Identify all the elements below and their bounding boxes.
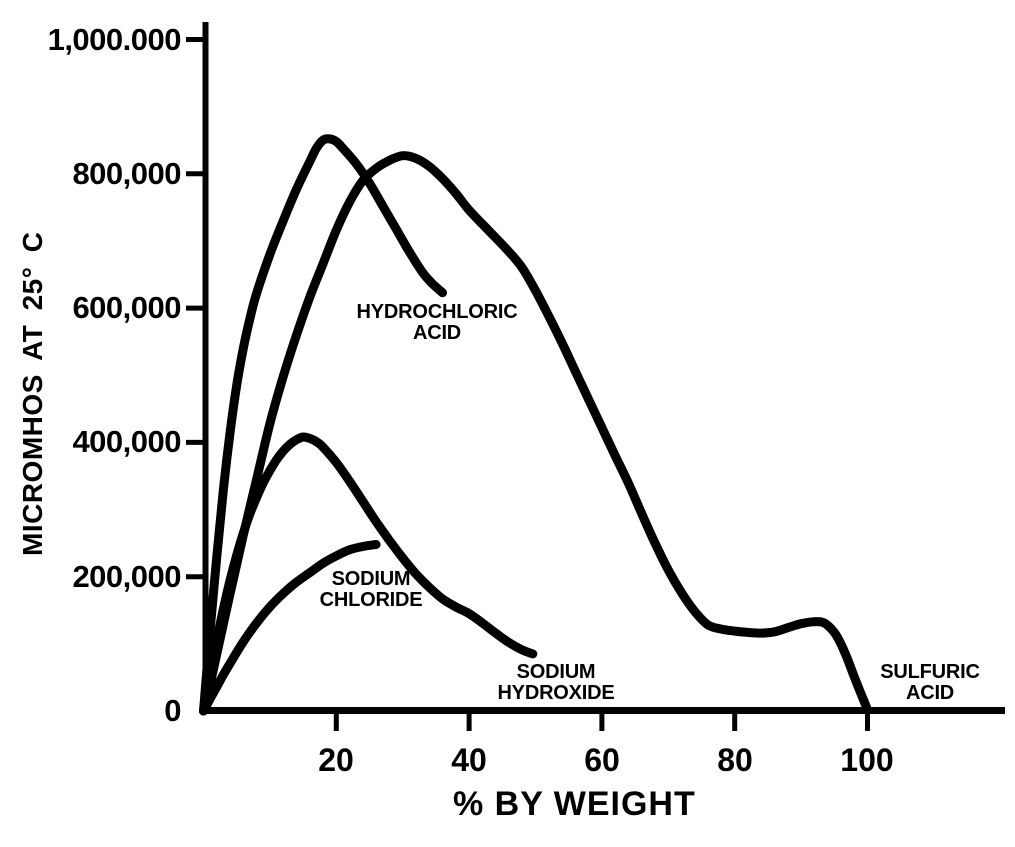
- curve-hydrochloric-acid: [199, 134, 447, 716]
- series-label-line: SODIUM: [516, 661, 596, 683]
- series-label-line: HYDROXIDE: [497, 682, 615, 704]
- series-label-line: ACID: [412, 322, 462, 344]
- series-label-sodium-chloride: SODIUM CHLORIDE: [221, 569, 521, 611]
- x-tick-label: 80: [717, 742, 753, 778]
- series-label-line: SULFURIC: [880, 661, 980, 683]
- y-tick-label: 0: [164, 693, 181, 728]
- curve-sulfuric-acid: [199, 151, 872, 716]
- y-tick-label: 400,000: [72, 424, 181, 459]
- series-label-sulfuric-acid: SULFURIC ACID: [780, 662, 1015, 704]
- y-tick-label: 800,000: [72, 156, 181, 191]
- x-tick-label: 100: [840, 742, 894, 778]
- series-label-line: ACID: [905, 682, 955, 704]
- x-tick-label: 60: [584, 742, 620, 778]
- x-tick-label: 40: [451, 742, 487, 778]
- series-label-hydrochloric-acid: HYDROCHLORIC ACID: [287, 302, 587, 344]
- series-label-line: SODIUM: [331, 568, 411, 590]
- y-axis-title: MICROMHOS AT 25° C: [17, 231, 48, 556]
- curve-sodium-hydroxide: [199, 432, 538, 716]
- y-tick-label: 1,000.000: [47, 22, 182, 57]
- series-label-sodium-hydroxide: SODIUM HYDROXIDE: [406, 662, 706, 704]
- x-axis-title: % BY WEIGHT: [453, 785, 696, 823]
- x-tick-label: 20: [318, 742, 354, 778]
- series-label-line: HYDROCHLORIC: [356, 301, 518, 323]
- series-label-line: CHLORIDE: [319, 589, 423, 611]
- y-tick-label: 200,000: [72, 559, 181, 594]
- y-tick-label: 600,000: [72, 290, 181, 325]
- curve-sodium-chloride: [199, 540, 381, 716]
